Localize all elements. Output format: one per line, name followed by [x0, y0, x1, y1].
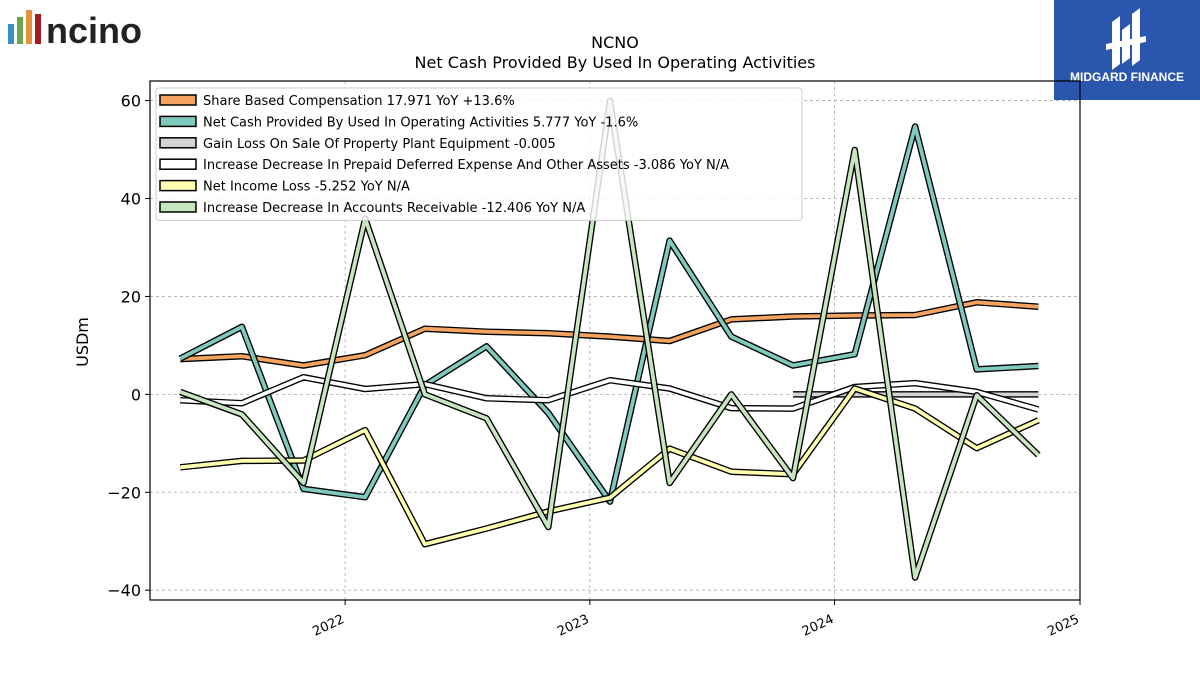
- legend-label: Increase Decrease In Accounts Receivable…: [203, 201, 585, 216]
- series-line-outline: [180, 299, 1039, 369]
- series-1: [178, 123, 1039, 505]
- x-axis-ticks: 2022 2023 2024 2025: [310, 600, 1082, 640]
- series-0: [180, 299, 1039, 369]
- chart-title-group: NCNO Net Cash Provided By Used In Operat…: [415, 33, 816, 72]
- y-axis-label: USDm: [73, 317, 92, 367]
- legend-label: Net Cash Provided By Used In Operating A…: [203, 115, 638, 130]
- plot-frame: [149, 80, 1081, 601]
- y-tick-label: 40: [121, 190, 141, 209]
- chart-subtitle: Net Cash Provided By Used In Operating A…: [415, 53, 816, 72]
- y-tick-label: −40: [107, 581, 141, 600]
- series-line: [180, 300, 1039, 368]
- legend-label: Net Income Loss -5.252 YoY N/A: [203, 180, 410, 195]
- x-tick-label: 2025: [1045, 612, 1081, 640]
- legend-swatch: [159, 115, 197, 128]
- series-line: [179, 124, 1039, 504]
- midgard-finance-text: MIDGARD FINANCE: [1070, 70, 1184, 84]
- y-tick-label: −20: [107, 483, 141, 502]
- series-line: [180, 386, 1040, 547]
- series-4: [179, 385, 1040, 548]
- legend-swatch: [159, 94, 197, 106]
- x-tick-label: 2022: [310, 612, 346, 640]
- legend-box: [155, 87, 803, 221]
- legend: Share Based Compensation 17.971 YoY +13.…: [155, 87, 803, 221]
- legend-swatch: [159, 179, 197, 192]
- ncino-logo: ncino: [8, 10, 142, 48]
- legend-swatch: [159, 201, 197, 213]
- chart-title: NCNO: [591, 33, 639, 52]
- y-tick-label: 60: [121, 92, 141, 111]
- legend-label: Share Based Compensation 17.971 YoY +13.…: [203, 94, 515, 109]
- midgard-finance-logo: MIDGARD FINANCE: [1054, 0, 1200, 100]
- legend-swatch: [159, 158, 197, 170]
- legend-label: Increase Decrease In Prepaid Deferred Ex…: [203, 158, 729, 173]
- x-tick-label: 2023: [555, 612, 591, 640]
- legend-swatch: [159, 137, 197, 149]
- x-tick-label: 2024: [800, 612, 836, 640]
- ncino-logo-text: ncino: [46, 10, 142, 48]
- y-tick-label: 0: [131, 385, 141, 404]
- y-axis-ticks: 60 40 20 0 −20 −40: [107, 92, 150, 600]
- legend-label: Gain Loss On Sale Of Property Plant Equi…: [203, 137, 556, 152]
- y-tick-label: 20: [121, 287, 141, 306]
